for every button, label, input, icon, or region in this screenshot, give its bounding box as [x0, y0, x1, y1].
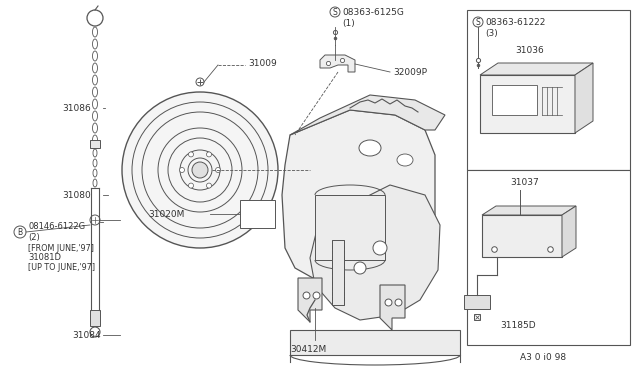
Polygon shape [575, 63, 593, 133]
Polygon shape [482, 206, 576, 215]
Circle shape [122, 92, 278, 248]
Polygon shape [282, 110, 435, 288]
Circle shape [14, 226, 26, 238]
Text: S: S [333, 7, 337, 16]
Ellipse shape [93, 179, 97, 187]
Text: (3): (3) [485, 29, 498, 38]
Bar [467, 170, 630, 345]
Ellipse shape [93, 111, 97, 121]
Text: (2): (2) [28, 232, 40, 241]
Bar [464, 295, 490, 309]
Text: 31086: 31086 [62, 103, 91, 112]
Bar [90, 140, 100, 148]
Text: 31084: 31084 [72, 330, 100, 340]
Text: 08146-6122G: 08146-6122G [28, 221, 85, 231]
Text: 31080: 31080 [62, 190, 91, 199]
Ellipse shape [93, 149, 97, 157]
Ellipse shape [93, 87, 97, 97]
Circle shape [192, 162, 208, 178]
Text: 31036: 31036 [515, 45, 544, 55]
Text: 31009: 31009 [248, 58, 276, 67]
Circle shape [473, 17, 483, 27]
Text: 31081D: 31081D [28, 253, 61, 263]
Polygon shape [310, 185, 440, 320]
Text: 08363-61222: 08363-61222 [485, 17, 545, 26]
Circle shape [189, 183, 193, 188]
Bar [482, 215, 562, 257]
Circle shape [90, 215, 100, 225]
Circle shape [330, 7, 340, 17]
Polygon shape [380, 285, 405, 330]
Circle shape [207, 183, 211, 188]
Text: B: B [17, 228, 22, 237]
Ellipse shape [93, 159, 97, 167]
Text: 31020M: 31020M [148, 209, 184, 218]
Circle shape [196, 78, 204, 86]
Circle shape [207, 152, 211, 157]
Bar [332, 240, 344, 305]
Circle shape [373, 241, 387, 255]
Ellipse shape [93, 169, 97, 177]
Text: 32009P: 32009P [393, 67, 427, 77]
Polygon shape [298, 278, 322, 322]
Bar [315, 195, 385, 260]
Ellipse shape [93, 51, 97, 61]
Ellipse shape [397, 154, 413, 166]
Polygon shape [480, 63, 593, 75]
Circle shape [179, 167, 184, 173]
Bar [240, 200, 275, 228]
Polygon shape [320, 55, 355, 72]
Text: S: S [476, 17, 481, 26]
Text: A3 0 i0 98: A3 0 i0 98 [520, 353, 566, 362]
Bar [290, 330, 460, 355]
Bar [492, 85, 537, 115]
Bar [480, 75, 575, 133]
Polygon shape [562, 206, 576, 257]
Text: [FROM JUNE,'97]: [FROM JUNE,'97] [28, 244, 94, 253]
Text: 31185D: 31185D [500, 321, 536, 330]
Ellipse shape [93, 63, 97, 73]
Text: (1): (1) [342, 19, 355, 28]
Ellipse shape [93, 27, 97, 37]
Circle shape [189, 152, 193, 157]
Circle shape [354, 262, 366, 274]
Circle shape [216, 167, 221, 173]
Ellipse shape [93, 39, 97, 49]
Ellipse shape [93, 99, 97, 109]
Text: [UP TO JUNE,'97]: [UP TO JUNE,'97] [28, 263, 95, 273]
Text: 31037: 31037 [510, 177, 539, 186]
Ellipse shape [93, 75, 97, 85]
Bar [90, 310, 100, 326]
Ellipse shape [359, 140, 381, 156]
Ellipse shape [93, 123, 97, 133]
Text: 08363-6125G: 08363-6125G [342, 7, 404, 16]
Bar [467, 10, 630, 170]
Polygon shape [290, 95, 445, 135]
Ellipse shape [93, 135, 97, 145]
Text: 30412M: 30412M [290, 346, 326, 355]
